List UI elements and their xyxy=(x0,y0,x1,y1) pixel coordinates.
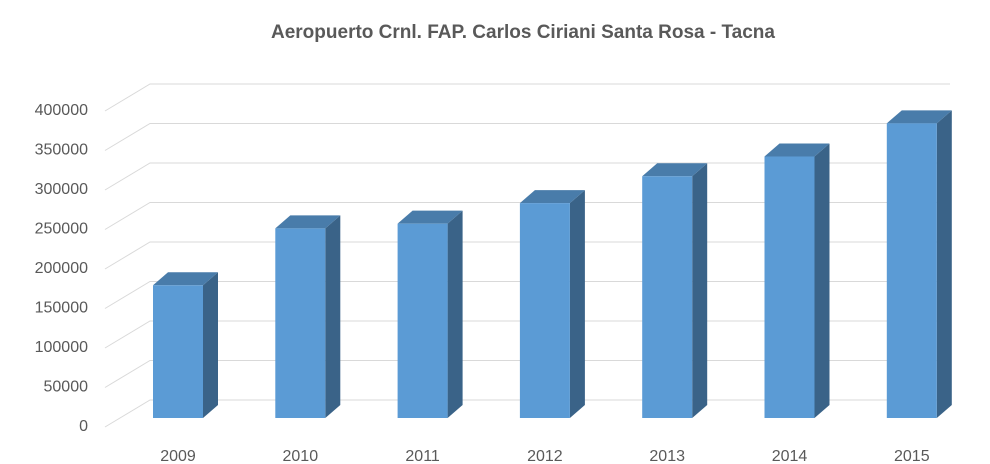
bar-side xyxy=(447,210,463,418)
bar xyxy=(642,176,693,418)
grid-line xyxy=(104,162,950,191)
y-tick-label: 100000 xyxy=(35,339,88,356)
bar-side xyxy=(814,143,830,418)
bar-top xyxy=(519,190,585,204)
x-tick-label: 2011 xyxy=(405,448,440,464)
bar-side xyxy=(325,215,341,418)
bar xyxy=(764,156,815,418)
bar-top xyxy=(642,163,708,177)
x-tick-label: 2009 xyxy=(160,448,196,464)
bar-top xyxy=(764,143,830,157)
x-tick-label: 2015 xyxy=(894,448,930,464)
bar-side xyxy=(692,163,708,418)
bar-top xyxy=(886,110,952,124)
bar-top xyxy=(275,215,341,229)
bar xyxy=(397,223,448,418)
y-tick-label: 250000 xyxy=(35,221,88,238)
y-tick-label: 50000 xyxy=(44,379,89,396)
grid-line xyxy=(104,123,950,151)
bar-side xyxy=(936,110,952,418)
bar xyxy=(519,203,570,418)
x-tick-label: 2013 xyxy=(649,448,685,464)
bar-side xyxy=(569,190,585,418)
grid-line xyxy=(104,83,950,112)
y-tick-label: 200000 xyxy=(35,260,88,277)
bar xyxy=(886,123,937,418)
chart-title: Aeropuerto Crnl. FAP. Carlos Ciriani San… xyxy=(271,22,775,43)
bar xyxy=(275,228,326,418)
bar-side xyxy=(203,272,218,418)
y-tick-label: 350000 xyxy=(35,142,88,159)
y-tick-label: 150000 xyxy=(35,300,88,317)
bar-top xyxy=(153,272,218,286)
bar xyxy=(153,285,203,418)
bar-top xyxy=(397,210,463,224)
y-tick-label: 0 xyxy=(79,418,88,435)
y-tick-label: 400000 xyxy=(35,102,88,119)
y-tick-label: 300000 xyxy=(35,181,88,198)
x-tick-label: 2014 xyxy=(772,448,808,464)
x-tick-label: 2010 xyxy=(283,448,319,464)
x-tick-label: 2012 xyxy=(527,448,563,464)
